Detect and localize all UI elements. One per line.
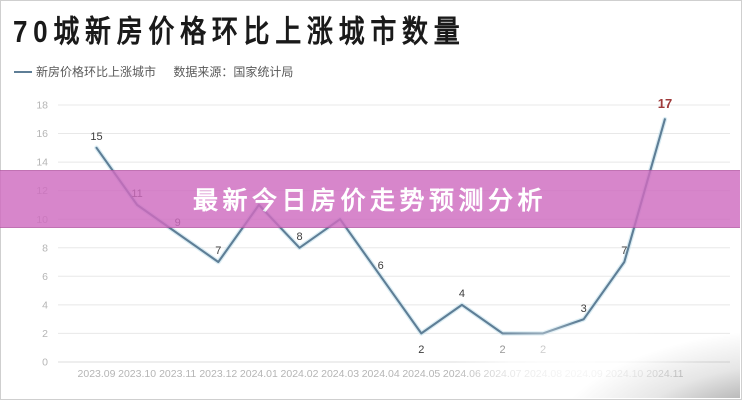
svg-text:17: 17 <box>658 96 672 111</box>
svg-text:2024.07: 2024.07 <box>484 368 522 380</box>
svg-text:2024.05: 2024.05 <box>402 368 440 380</box>
svg-text:0: 0 <box>42 357 48 369</box>
svg-text:15: 15 <box>90 131 102 143</box>
svg-text:2023.11: 2023.11 <box>159 368 196 380</box>
svg-text:16: 16 <box>36 128 48 140</box>
svg-text:4: 4 <box>459 288 465 300</box>
svg-text:2023.10: 2023.10 <box>118 368 156 380</box>
svg-text:2024.04: 2024.04 <box>362 368 400 380</box>
svg-text:2024.10: 2024.10 <box>605 368 643 380</box>
svg-text:3: 3 <box>581 303 587 315</box>
svg-text:2: 2 <box>418 344 424 356</box>
svg-text:7: 7 <box>215 245 221 257</box>
svg-text:2024.08: 2024.08 <box>524 368 562 380</box>
svg-text:2024.09: 2024.09 <box>565 368 603 380</box>
svg-text:7: 7 <box>621 245 627 257</box>
svg-text:14: 14 <box>36 157 48 169</box>
svg-text:6: 6 <box>42 271 48 283</box>
svg-text:2: 2 <box>499 344 505 356</box>
svg-text:8: 8 <box>42 242 48 254</box>
svg-text:2023.12: 2023.12 <box>199 368 237 380</box>
svg-text:2: 2 <box>42 328 48 340</box>
svg-text:6: 6 <box>378 260 384 272</box>
svg-text:8: 8 <box>296 231 302 243</box>
svg-text:2024.01: 2024.01 <box>240 368 278 380</box>
svg-text:2024.11: 2024.11 <box>646 368 683 380</box>
svg-text:2024.06: 2024.06 <box>443 368 481 380</box>
svg-text:18: 18 <box>36 100 48 112</box>
svg-text:2: 2 <box>540 344 546 356</box>
svg-text:2023.09: 2023.09 <box>78 368 116 380</box>
svg-text:2024.03: 2024.03 <box>321 368 359 380</box>
svg-text:4: 4 <box>42 300 48 312</box>
svg-text:2024.02: 2024.02 <box>281 368 319 380</box>
